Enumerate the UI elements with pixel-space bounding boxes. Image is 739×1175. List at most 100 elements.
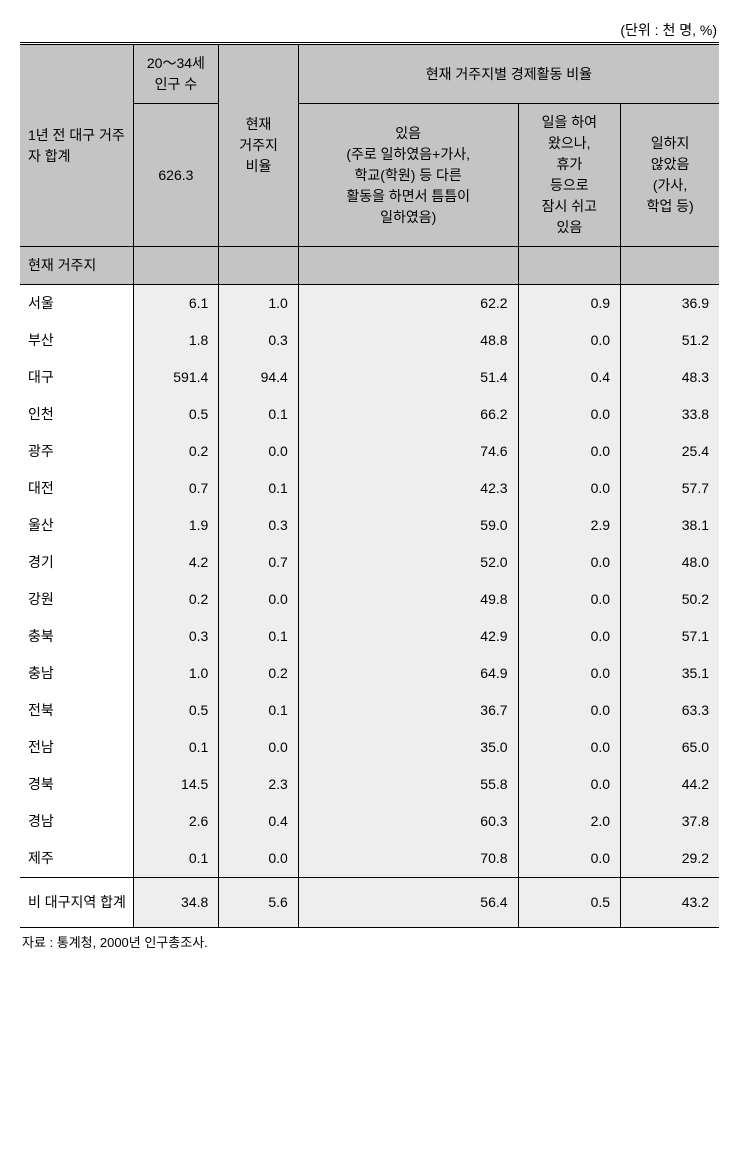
- table-row: 울산1.90.359.02.938.1: [20, 507, 719, 544]
- row-working: 59.0: [298, 507, 518, 544]
- section-blank: [133, 247, 219, 285]
- row-notwork: 25.4: [621, 433, 719, 470]
- row-notwork: 63.3: [621, 692, 719, 729]
- row-notwork: 44.2: [621, 766, 719, 803]
- row-ratio: 0.7: [219, 544, 299, 581]
- row-pop: 0.1: [133, 840, 219, 878]
- row-notwork: 51.2: [621, 322, 719, 359]
- section-blank: [518, 247, 621, 285]
- source-text: 자료 : 통계청, 2000년 인구총조사.: [20, 932, 719, 951]
- row-label: 충북: [20, 618, 133, 655]
- row-ratio: 0.3: [219, 507, 299, 544]
- row-pop: 2.6: [133, 803, 219, 840]
- row-resting: 0.0: [518, 396, 621, 433]
- row-notwork: 36.9: [621, 285, 719, 323]
- row-ratio: 0.1: [219, 618, 299, 655]
- row-resting: 0.0: [518, 470, 621, 507]
- row-resting: 2.0: [518, 803, 621, 840]
- row-working: 51.4: [298, 359, 518, 396]
- row-notwork: 48.3: [621, 359, 719, 396]
- header-rowhead: 1년 전 대구 거주자 합계: [20, 44, 133, 247]
- row-resting: 0.0: [518, 729, 621, 766]
- row-label: 전남: [20, 729, 133, 766]
- row-resting: 0.0: [518, 692, 621, 729]
- table-row: 전북0.50.136.70.063.3: [20, 692, 719, 729]
- row-label: 광주: [20, 433, 133, 470]
- row-resting: 0.0: [518, 618, 621, 655]
- row-ratio: 0.3: [219, 322, 299, 359]
- row-label: 부산: [20, 322, 133, 359]
- total-label: 비 대구지역 합계: [20, 878, 133, 928]
- row-working: 74.6: [298, 433, 518, 470]
- row-pop: 0.7: [133, 470, 219, 507]
- row-label: 전북: [20, 692, 133, 729]
- row-working: 62.2: [298, 285, 518, 323]
- row-resting: 0.9: [518, 285, 621, 323]
- table-row: 제주0.10.070.80.029.2: [20, 840, 719, 878]
- row-working: 36.7: [298, 692, 518, 729]
- total-row: 비 대구지역 합계34.85.656.40.543.2: [20, 878, 719, 928]
- row-pop: 0.2: [133, 581, 219, 618]
- section-blank: [219, 247, 299, 285]
- row-notwork: 48.0: [621, 544, 719, 581]
- row-label: 충남: [20, 655, 133, 692]
- row-label: 울산: [20, 507, 133, 544]
- row-working: 52.0: [298, 544, 518, 581]
- row-working: 55.8: [298, 766, 518, 803]
- row-resting: 0.0: [518, 581, 621, 618]
- row-working: 66.2: [298, 396, 518, 433]
- header-resting: 일을 하여왔으나,휴가등으로잠시 쉬고있음: [518, 104, 621, 247]
- row-notwork: 57.7: [621, 470, 719, 507]
- row-resting: 0.0: [518, 433, 621, 470]
- row-ratio: 0.2: [219, 655, 299, 692]
- row-pop: 0.1: [133, 729, 219, 766]
- row-pop: 1.0: [133, 655, 219, 692]
- total-working: 56.4: [298, 878, 518, 928]
- row-label: 경기: [20, 544, 133, 581]
- row-working: 70.8: [298, 840, 518, 878]
- row-notwork: 65.0: [621, 729, 719, 766]
- header-pop: 20～34세인구 수: [133, 44, 219, 104]
- row-ratio: 1.0: [219, 285, 299, 323]
- total-notwork: 43.2: [621, 878, 719, 928]
- row-working: 35.0: [298, 729, 518, 766]
- total-ratio: 5.6: [219, 878, 299, 928]
- row-notwork: 50.2: [621, 581, 719, 618]
- row-ratio: 0.1: [219, 396, 299, 433]
- row-notwork: 37.8: [621, 803, 719, 840]
- total-resting: 0.5: [518, 878, 621, 928]
- row-pop: 0.5: [133, 396, 219, 433]
- row-label: 대전: [20, 470, 133, 507]
- table-row: 부산1.80.348.80.051.2: [20, 322, 719, 359]
- row-label: 강원: [20, 581, 133, 618]
- row-resting: 0.0: [518, 766, 621, 803]
- row-notwork: 38.1: [621, 507, 719, 544]
- row-resting: 2.9: [518, 507, 621, 544]
- row-resting: 0.4: [518, 359, 621, 396]
- row-label: 인천: [20, 396, 133, 433]
- row-pop: 4.2: [133, 544, 219, 581]
- table-row: 광주0.20.074.60.025.4: [20, 433, 719, 470]
- row-pop: 14.5: [133, 766, 219, 803]
- row-resting: 0.0: [518, 544, 621, 581]
- row-pop: 0.3: [133, 618, 219, 655]
- header-total-value: 626.3: [133, 104, 219, 247]
- table-row: 경기4.20.752.00.048.0: [20, 544, 719, 581]
- row-working: 49.8: [298, 581, 518, 618]
- header-ratio: 현재거주지비율: [219, 44, 299, 247]
- table-row: 전남0.10.035.00.065.0: [20, 729, 719, 766]
- table-row: 강원0.20.049.80.050.2: [20, 581, 719, 618]
- row-ratio: 94.4: [219, 359, 299, 396]
- row-ratio: 0.1: [219, 692, 299, 729]
- total-pop: 34.8: [133, 878, 219, 928]
- row-ratio: 0.1: [219, 470, 299, 507]
- row-label: 제주: [20, 840, 133, 878]
- header-notwork: 일하지않았음(가사,학업 등): [621, 104, 719, 247]
- table-row: 충남1.00.264.90.035.1: [20, 655, 719, 692]
- row-ratio: 0.0: [219, 840, 299, 878]
- row-label: 경북: [20, 766, 133, 803]
- section-head-label: 현재 거주지: [20, 247, 133, 285]
- section-head-row: 현재 거주지: [20, 247, 719, 285]
- row-pop: 6.1: [133, 285, 219, 323]
- row-ratio: 0.0: [219, 581, 299, 618]
